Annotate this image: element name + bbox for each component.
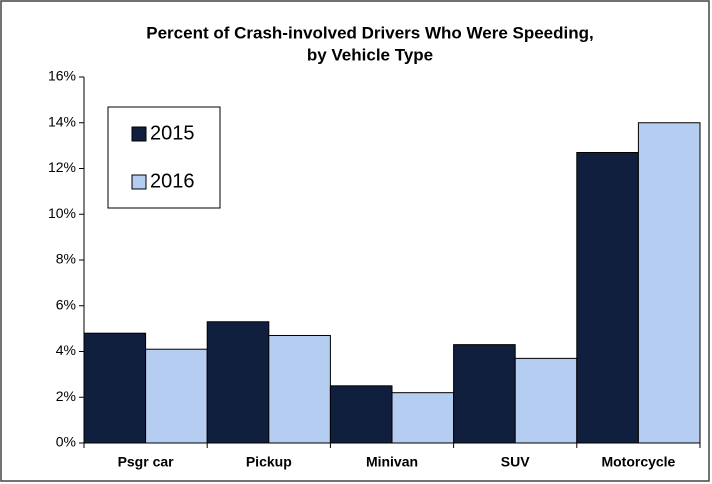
bar (83, 332, 147, 444)
x-tick-label: Psgr car (118, 454, 175, 470)
legend-box (107, 106, 221, 209)
bar (145, 348, 208, 444)
legend-swatch (131, 174, 147, 190)
bar (391, 392, 455, 444)
x-tick-label: Minivan (366, 454, 418, 470)
y-tick-label: 12% (48, 159, 76, 175)
bar (206, 321, 270, 444)
x-tick-label: Motorcycle (601, 454, 675, 470)
bar (637, 122, 701, 444)
bar (453, 344, 516, 444)
bar (329, 385, 393, 444)
x-tick-label: SUV (501, 454, 530, 470)
y-tick-label: 10% (48, 205, 76, 221)
y-tick-label: 8% (56, 251, 76, 267)
y-tick-label: 0% (56, 434, 76, 450)
legend-label: 2016 (150, 170, 195, 192)
bar (576, 151, 639, 444)
x-tick-label: Pickup (246, 454, 292, 470)
bar (514, 357, 578, 444)
y-tick-label: 16% (48, 68, 76, 84)
chart-title: Percent of Crash-involved Drivers Who We… (146, 23, 593, 42)
bar (268, 334, 331, 444)
y-tick-label: 14% (48, 113, 76, 129)
chart-title: by Vehicle Type (307, 45, 433, 64)
y-tick-label: 2% (56, 388, 76, 404)
legend-label: 2015 (150, 122, 195, 144)
y-tick-label: 4% (56, 342, 76, 358)
legend-swatch (131, 126, 147, 142)
y-tick-label: 6% (56, 296, 76, 312)
